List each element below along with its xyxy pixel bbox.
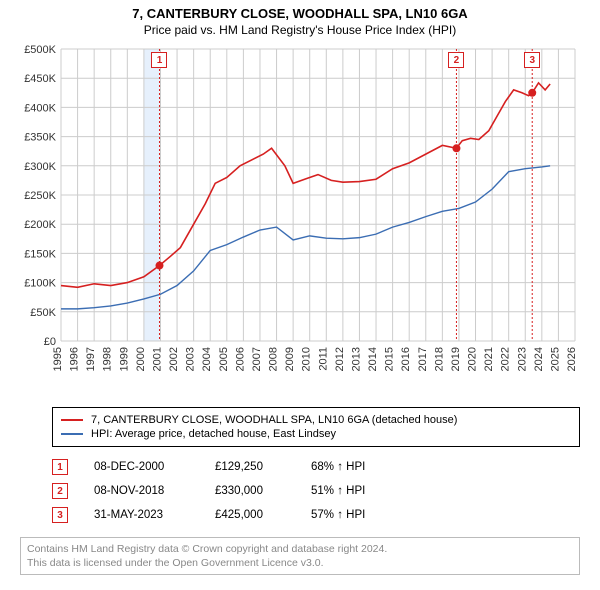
svg-text:£500K: £500K: [24, 44, 56, 56]
svg-text:£300K: £300K: [24, 161, 56, 173]
svg-text:2024: 2024: [533, 347, 545, 371]
legend: 7, CANTERBURY CLOSE, WOODHALL SPA, LN10 …: [52, 407, 580, 447]
svg-text:2014: 2014: [367, 347, 379, 371]
attribution-line: This data is licensed under the Open Gov…: [27, 556, 573, 570]
event-row: 1 08-DEC-2000 £129,250 68% ↑ HPI: [52, 455, 580, 479]
attribution-line: Contains HM Land Registry data © Crown c…: [27, 542, 573, 556]
event-hpi: 57% ↑ HPI: [311, 509, 365, 521]
svg-text:2011: 2011: [317, 347, 329, 371]
svg-text:2023: 2023: [516, 347, 528, 371]
svg-text:2010: 2010: [301, 347, 313, 371]
legend-label: 7, CANTERBURY CLOSE, WOODHALL SPA, LN10 …: [91, 414, 457, 426]
svg-text:2017: 2017: [417, 347, 429, 371]
svg-text:1997: 1997: [85, 347, 97, 371]
attribution: Contains HM Land Registry data © Crown c…: [20, 537, 580, 575]
event-hpi: 51% ↑ HPI: [311, 485, 365, 497]
event-row: 3 31-MAY-2023 £425,000 57% ↑ HPI: [52, 503, 580, 527]
event-date: 08-NOV-2018: [94, 485, 189, 497]
svg-text:2002: 2002: [168, 347, 180, 371]
svg-text:2007: 2007: [251, 347, 263, 371]
event-date: 31-MAY-2023: [94, 509, 189, 521]
svg-text:£250K: £250K: [24, 190, 56, 202]
chart-marker-box: 1: [151, 52, 167, 68]
event-price: £425,000: [215, 509, 285, 521]
svg-text:£400K: £400K: [24, 102, 56, 114]
svg-text:2008: 2008: [268, 347, 280, 371]
svg-text:2019: 2019: [450, 347, 462, 371]
svg-text:£200K: £200K: [24, 219, 56, 231]
svg-text:2005: 2005: [218, 347, 230, 371]
svg-text:£450K: £450K: [24, 73, 56, 85]
svg-text:£100K: £100K: [24, 278, 56, 290]
svg-text:£0: £0: [44, 336, 56, 348]
legend-swatch-blue: [61, 433, 83, 435]
event-row: 2 08-NOV-2018 £330,000 51% ↑ HPI: [52, 479, 580, 503]
chart-area: £0 £50K £100K £150K £200K £250K £300K £350K £400…: [15, 41, 585, 401]
svg-text:1998: 1998: [102, 347, 114, 371]
svg-text:2025: 2025: [549, 347, 561, 371]
legend-item-hpi: HPI: Average price, detached house, East…: [61, 427, 571, 441]
chart-marker-box: 2: [448, 52, 464, 68]
svg-text:2006: 2006: [234, 347, 246, 371]
event-hpi: 68% ↑ HPI: [311, 461, 365, 473]
event-marker-box: 2: [52, 483, 68, 499]
legend-label: HPI: Average price, detached house, East…: [91, 428, 336, 440]
events-table: 1 08-DEC-2000 £129,250 68% ↑ HPI 2 08-NOV-201…: [52, 455, 580, 527]
svg-text:£50K: £50K: [30, 307, 56, 319]
svg-text:2020: 2020: [467, 347, 479, 371]
svg-text:2012: 2012: [334, 347, 346, 371]
svg-text:2015: 2015: [384, 347, 396, 371]
svg-text:2026: 2026: [566, 347, 578, 371]
svg-text:2013: 2013: [350, 347, 362, 371]
svg-text:£350K: £350K: [24, 132, 56, 144]
chart-marker-box: 3: [524, 52, 540, 68]
event-price: £330,000: [215, 485, 285, 497]
title-main: 7, CANTERBURY CLOSE, WOODHALL SPA, LN10 …: [0, 6, 600, 21]
event-marker-box: 3: [52, 507, 68, 523]
svg-text:1999: 1999: [118, 347, 130, 371]
svg-text:2016: 2016: [400, 347, 412, 371]
svg-text:2021: 2021: [483, 347, 495, 371]
title-sub: Price paid vs. HM Land Registry's House …: [0, 23, 600, 37]
event-date: 08-DEC-2000: [94, 461, 189, 473]
svg-text:£150K: £150K: [24, 248, 56, 260]
svg-text:2022: 2022: [500, 347, 512, 371]
chart-svg: £0 £50K £100K £150K £200K £250K £300K £350K £400…: [15, 41, 585, 401]
svg-text:2003: 2003: [185, 347, 197, 371]
event-marker-box: 1: [52, 459, 68, 475]
legend-item-property: 7, CANTERBURY CLOSE, WOODHALL SPA, LN10 …: [61, 413, 571, 427]
svg-text:2001: 2001: [151, 347, 163, 371]
svg-text:1995: 1995: [52, 347, 64, 371]
chart-titles: 7, CANTERBURY CLOSE, WOODHALL SPA, LN10 …: [0, 0, 600, 39]
event-price: £129,250: [215, 461, 285, 473]
legend-swatch-red: [61, 419, 83, 421]
svg-text:2000: 2000: [135, 347, 147, 371]
svg-text:2018: 2018: [433, 347, 445, 371]
svg-text:1996: 1996: [69, 347, 81, 371]
svg-text:2009: 2009: [284, 347, 296, 371]
svg-text:2004: 2004: [201, 347, 213, 371]
